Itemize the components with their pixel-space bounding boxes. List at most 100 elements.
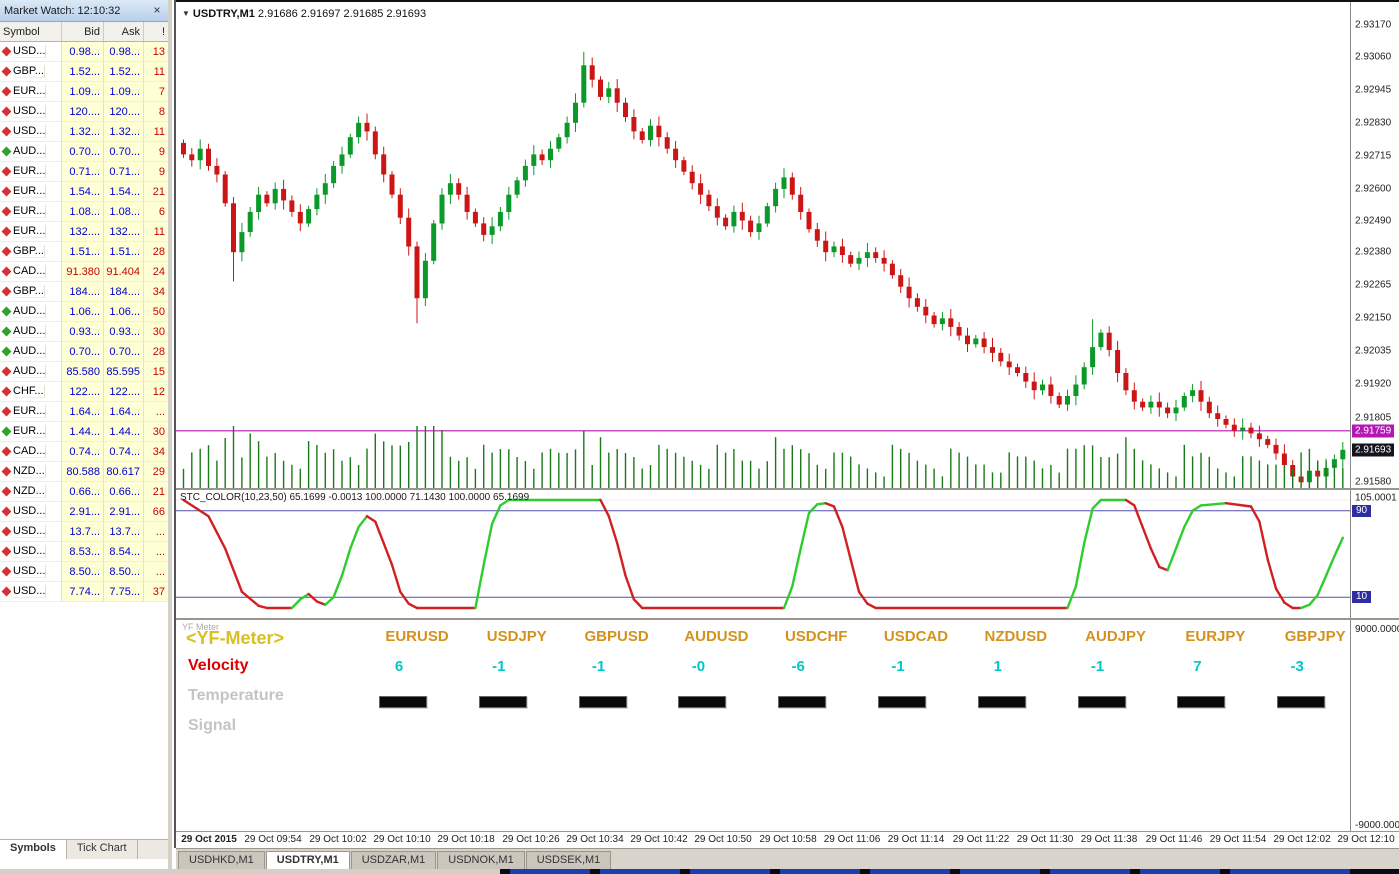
- ask-value: 0.93...: [104, 322, 144, 342]
- market-watch-row[interactable]: AUD... 0.70... 0.70... 28: [0, 342, 168, 362]
- bid-value: 1.44...: [62, 422, 104, 442]
- bid-value: 122....: [62, 382, 104, 402]
- taskbar-item[interactable]: [870, 869, 950, 874]
- chart-tab-usdhkd-m1[interactable]: USDHKD,M1: [178, 851, 265, 869]
- ask-value: 1.64...: [104, 402, 144, 422]
- taskbar-item[interactable]: [690, 869, 770, 874]
- price-axis-label: 2.92150: [1355, 312, 1392, 324]
- market-watch-column-headers[interactable]: Symbol Bid Ask !: [0, 22, 168, 42]
- market-watch-row[interactable]: USD... 8.53... 8.54......: [0, 542, 168, 562]
- tab-symbols[interactable]: Symbols: [0, 840, 67, 859]
- trend-down-icon: [1, 246, 12, 257]
- chart-symbol-label: ▼ USDTRY,M1 2.91686 2.91697 2.91685 2.916…: [182, 8, 426, 20]
- symbol-name: EUR...: [13, 425, 47, 438]
- stc-axis[interactable]: 105.0001 90 10: [1350, 490, 1399, 618]
- market-watch-row[interactable]: NZD... 0.66... 0.66... 21: [0, 482, 168, 502]
- spread-value: 8: [144, 102, 168, 122]
- symbol-name: EUR...: [13, 205, 47, 218]
- stc-indicator-panel[interactable]: STC_COLOR(10,23,50) 65.1699 -0.0013 100.…: [176, 490, 1350, 618]
- spread-value: 12: [144, 382, 168, 402]
- taskbar-item[interactable]: [960, 869, 1040, 874]
- chart-tab-usdnok-m1[interactable]: USDNOK,M1: [437, 851, 525, 869]
- taskbar-item[interactable]: [1050, 869, 1130, 874]
- market-watch-row[interactable]: USD... 1.32... 1.32... 11: [0, 122, 168, 142]
- time-axis-label: 29 Oct 11:30: [1016, 834, 1074, 845]
- taskbar-item[interactable]: [600, 869, 680, 874]
- temperature-bar: [379, 696, 427, 708]
- time-axis-label: 29 Oct 09:54: [244, 834, 302, 845]
- market-watch-row[interactable]: GBP... 184.... 184.... 34: [0, 282, 168, 302]
- bid-price-badge: 2.91693: [1352, 443, 1395, 457]
- market-watch-row[interactable]: USD... 8.50... 8.50......: [0, 562, 168, 582]
- column-header-bid[interactable]: Bid: [62, 22, 104, 41]
- temperature-bar: [1077, 696, 1126, 708]
- panel-separator[interactable]: [176, 618, 1399, 620]
- ask-value: 7.75...: [104, 582, 144, 602]
- chart-tab-usdtry-m1[interactable]: USDTRY,M1: [265, 851, 350, 869]
- market-watch-row[interactable]: EUR... 1.64... 1.64......: [0, 402, 168, 422]
- market-watch-row[interactable]: AUD... 1.06... 1.06... 50: [0, 302, 168, 322]
- market-watch-row[interactable]: AUD... 85.580 85.595 15: [0, 362, 168, 382]
- symbol-name: EUR...: [13, 185, 47, 198]
- market-watch-row[interactable]: USD... 120.... 120.... 8: [0, 102, 168, 122]
- market-watch-row[interactable]: NZD... 80.588 80.617 29: [0, 462, 168, 482]
- market-watch-row[interactable]: GBP... 1.51... 1.51... 28: [0, 242, 168, 262]
- taskbar[interactable]: [0, 869, 1399, 874]
- yf-meter-panel: YF Meter <YF-Meter> Velocity Temperature…: [176, 620, 1350, 831]
- yf-meter-watermark: YF Meter: [182, 622, 220, 632]
- symbol-name: GBP...: [13, 285, 45, 298]
- market-watch-row[interactable]: CAD... 91.380 91.404 24: [0, 262, 168, 282]
- time-axis[interactable]: 29 Oct 2015 29 Oct 09:54 29 Oct 10:02 29 Oc…: [176, 833, 1399, 848]
- market-watch-row[interactable]: EUR... 1.08... 1.08... 6: [0, 202, 168, 222]
- meter-symbol-gbpusd: GBPUSD: [584, 628, 649, 645]
- market-watch-titlebar[interactable]: Market Watch: 12:10:32 ×: [0, 0, 168, 22]
- chart-tab-bar: USDHKD,M1 USDTRY,M1 USDZAR,M1 USDNOK,M1 USDS…: [176, 848, 1399, 869]
- ask-value: 0.98...: [104, 42, 144, 62]
- symbol-name: EUR...: [13, 225, 47, 238]
- time-axis-label: 29 Oct 10:18: [437, 834, 495, 845]
- price-chart[interactable]: ▼ USDTRY,M1 2.91686 2.91697 2.91685 2.916…: [176, 2, 1350, 490]
- panel-splitter[interactable]: [174, 0, 176, 848]
- market-watch-row[interactable]: USD... 2.91... 2.91... 66: [0, 502, 168, 522]
- ask-value: 1.08...: [104, 202, 144, 222]
- ask-value: 0.66...: [104, 482, 144, 502]
- chart-tab-usdsek-m1[interactable]: USDSEK,M1: [525, 851, 612, 869]
- market-watch-row[interactable]: AUD... 0.70... 0.70... 9: [0, 142, 168, 162]
- taskbar-item[interactable]: [1140, 869, 1220, 874]
- market-watch-row[interactable]: GBP... 1.52... 1.52... 11: [0, 62, 168, 82]
- column-header-ask[interactable]: Ask: [104, 22, 144, 41]
- yf-meter-axis[interactable]: 9000.0000 -9000.0000: [1350, 620, 1399, 831]
- column-header-spread[interactable]: !: [161, 25, 165, 38]
- symbol-name: USD...: [13, 125, 47, 138]
- column-header-symbol[interactable]: Symbol: [0, 22, 62, 41]
- close-icon[interactable]: ×: [153, 2, 161, 17]
- market-watch-row[interactable]: EUR... 132.... 132.... 11: [0, 222, 168, 242]
- market-watch-row[interactable]: USD... 13.7... 13.7......: [0, 522, 168, 542]
- market-watch-row[interactable]: CHF... 122.... 122.... 12: [0, 382, 168, 402]
- bid-value: 132....: [62, 222, 104, 242]
- trend-down-icon: [1, 406, 12, 417]
- chevron-down-icon[interactable]: ▼: [182, 9, 190, 18]
- stc-axis-max: 105.0001: [1355, 492, 1397, 504]
- panel-separator[interactable]: [176, 488, 1399, 490]
- market-watch-row[interactable]: EUR... 0.71... 0.71... 9: [0, 162, 168, 182]
- market-watch-row[interactable]: EUR... 1.44... 1.44... 30: [0, 422, 168, 442]
- trend-down-icon: [1, 486, 12, 497]
- bid-value: 0.70...: [62, 142, 104, 162]
- taskbar-item[interactable]: [780, 869, 860, 874]
- bid-value: 8.50...: [62, 562, 104, 582]
- trend-down-icon: [1, 446, 12, 457]
- market-watch-row[interactable]: EUR... 1.09... 1.09... 7: [0, 82, 168, 102]
- market-watch-row[interactable]: USD... 7.74... 7.75... 37: [0, 582, 168, 602]
- chart-tab-usdzar-m1[interactable]: USDZAR,M1: [350, 851, 437, 869]
- market-watch-row[interactable]: EUR... 1.54... 1.54... 21: [0, 182, 168, 202]
- price-axis[interactable]: 2.91759 2.91693 2.93170 2.93060 2.92945 2.9…: [1350, 2, 1399, 488]
- meter-symbol-audjpy: AUDJPY: [1085, 628, 1147, 645]
- market-watch-row[interactable]: USD... 0.98... 0.98... 13: [0, 42, 168, 62]
- tab-tick-chart[interactable]: Tick Chart: [67, 840, 138, 859]
- market-watch-row[interactable]: CAD... 0.74... 0.74... 34: [0, 442, 168, 462]
- trend-down-icon: [1, 126, 12, 137]
- taskbar-item[interactable]: [1230, 869, 1350, 874]
- taskbar-item[interactable]: [510, 869, 590, 874]
- market-watch-row[interactable]: AUD... 0.93... 0.93... 30: [0, 322, 168, 342]
